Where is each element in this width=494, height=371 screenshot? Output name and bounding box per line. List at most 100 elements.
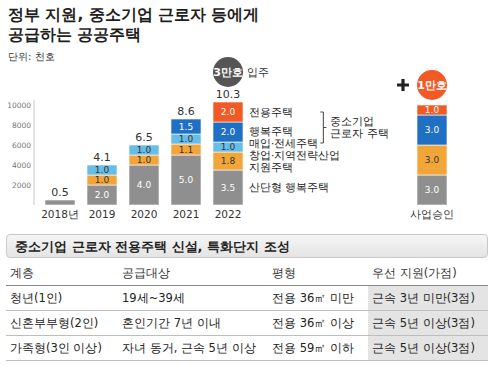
- data-label: 1.0: [95, 165, 110, 175]
- table-cell: 근속 3년 미만(3점): [368, 286, 488, 311]
- bar-segment: [171, 134, 201, 144]
- x-tick-label: 2020: [131, 208, 158, 220]
- bar-segment: [213, 102, 243, 122]
- text-line: 매입·전세주택: [249, 137, 318, 149]
- data-label: 1.1: [179, 145, 193, 155]
- data-label: 4.0: [137, 180, 152, 190]
- legend-label: 매입·전세주택: [249, 137, 318, 149]
- bar-segment: [213, 142, 243, 152]
- x-tick-label: 사업승인: [410, 208, 454, 220]
- title-line: 공급하는 공공주택: [8, 26, 141, 44]
- bar-segment: [171, 119, 201, 134]
- table-cell: 전용 36㎡ 미만: [268, 286, 368, 311]
- bar-segment: [87, 185, 117, 205]
- table-header-cell: 평형: [268, 261, 368, 286]
- total-label: 8.6: [177, 105, 195, 118]
- total-label: 4.1: [93, 151, 111, 164]
- bar-segment: [45, 200, 75, 205]
- table-cell: 근속 5년 이상(3점): [368, 336, 488, 361]
- table-row: 청년(1인)19세~39세전용 36㎡ 미만근속 3년 미만(3점): [6, 286, 488, 311]
- table-header-cell: 공급대상: [118, 261, 268, 286]
- text-line: 지원주택: [249, 161, 293, 173]
- bracket-label: 중소기업근로자 주택: [330, 115, 388, 139]
- bar-segment: [417, 115, 447, 145]
- table-cell: 가족형(3인 이상): [6, 336, 118, 361]
- bar-segment: [213, 170, 243, 205]
- bar-segment: [213, 152, 243, 170]
- data-label: 5.0: [179, 175, 194, 185]
- title: 정부 지원, 중소기업 근로자 등에게공급하는 공공주택: [8, 6, 259, 44]
- x-tick-label: 2019: [89, 208, 116, 220]
- badge-caption: 입주: [247, 66, 269, 78]
- data-label: 1.0: [425, 105, 440, 115]
- y-tick-label: 8000: [12, 121, 31, 130]
- total-label: 6.5: [135, 131, 153, 144]
- x-tick-label: 2022: [215, 208, 242, 220]
- bar-segment: [87, 165, 117, 175]
- subtitle: 단위: 천호: [8, 51, 55, 62]
- text-line: 창업·지역전략산업: [249, 149, 340, 161]
- table-header-cell: 계층: [6, 261, 118, 286]
- badge-label: 1만호: [417, 79, 447, 92]
- text-line: 중소기업: [330, 115, 374, 127]
- table-cell: 전용 59㎡ 이하: [268, 336, 368, 361]
- table-cell: 자녀 동거, 근속 5년 이상: [118, 336, 268, 361]
- bar-segment: [417, 175, 447, 205]
- table-cell: 혼인기간 7년 이내: [118, 311, 268, 336]
- page: {"chart_data": {"type": "bar", "stacked"…: [0, 0, 494, 371]
- total-label: 0.5: [51, 186, 69, 199]
- table: 계층공급대상평형우선 지원(가점)청년(1인)19세~39세전용 36㎡ 미만근…: [6, 261, 488, 361]
- bracket: [320, 112, 326, 143]
- table-cell: 신혼부부형(2인): [6, 311, 118, 336]
- legend-label: 산단형 행복주택: [249, 181, 329, 193]
- legend-label: 행복주택: [249, 125, 293, 137]
- bar-segment: [129, 155, 159, 165]
- bar-segment: [129, 145, 159, 155]
- data-label: 1.0: [137, 145, 152, 155]
- bar-segment: [417, 145, 447, 175]
- badge-label: 3만호: [213, 66, 243, 79]
- data-label: 2.0: [95, 190, 110, 200]
- text-line: 전용주택: [249, 106, 293, 118]
- table-section: 중소기업 근로자 전용주택 신설, 특화단지 조성계층공급대상평형우선 지원(가…: [6, 234, 488, 361]
- data-label: 2.0: [221, 127, 236, 137]
- table-cell: 전용 36㎡ 이상: [268, 311, 368, 336]
- y-tick-label: 6000: [12, 141, 31, 150]
- title-line: 정부 지원, 중소기업 근로자 등에게: [8, 6, 259, 24]
- y-axis-line: [34, 100, 35, 205]
- data-label: 3.0: [425, 155, 440, 165]
- x-tick-label: 2018년: [41, 208, 79, 220]
- data-label: 1.0: [95, 175, 110, 185]
- bar-segment: [171, 155, 201, 205]
- total-label: 10.3: [216, 88, 241, 101]
- chart: 정부 지원, 중소기업 근로자 등에게공급하는 공공주택단위: 천호 2000 40…: [0, 0, 494, 232]
- text-line: 근로자 주택: [330, 127, 388, 139]
- table-title: 중소기업 근로자 전용주택 신설, 특화단지 조성: [6, 234, 488, 258]
- data-label: 3.0: [425, 185, 440, 195]
- x-tick-label: 2021: [173, 208, 200, 220]
- data-label: 3.5: [221, 183, 235, 193]
- table-row: 신혼부부형(2인)혼인기간 7년 이내전용 36㎡ 이상근속 5년 이상(3점): [6, 311, 488, 336]
- data-label: 1.0: [179, 134, 194, 144]
- y-tick-label: 2000: [12, 181, 31, 190]
- legend-label: 창업·지역전략산업지원주택: [249, 149, 340, 173]
- table-cell: 19세~39세: [118, 286, 268, 311]
- data-label: 1.5: [179, 122, 193, 132]
- bar-segment: [87, 175, 117, 185]
- bar-segment: [171, 144, 201, 155]
- legend-label: 전용주택: [249, 106, 293, 118]
- bar-segment: [417, 105, 447, 115]
- data-label: 1.8: [221, 156, 236, 166]
- text-line: 행복주택: [249, 125, 293, 137]
- data-label: 1.0: [221, 142, 236, 152]
- data-label: 1.0: [137, 155, 152, 165]
- y-tick-label: 4000: [12, 161, 31, 170]
- data-label: 3.0: [425, 125, 440, 135]
- bar-segment: [213, 122, 243, 142]
- badge: [213, 57, 243, 87]
- labels: 0.52018년2.01.01.04.120194.01.01.06.52020…: [41, 88, 454, 220]
- text-line: 산단형 행복주택: [249, 181, 329, 193]
- bars: [45, 102, 447, 205]
- data-label: 2.0: [221, 107, 236, 117]
- table-cell: 근속 5년 이상(3점): [368, 311, 488, 336]
